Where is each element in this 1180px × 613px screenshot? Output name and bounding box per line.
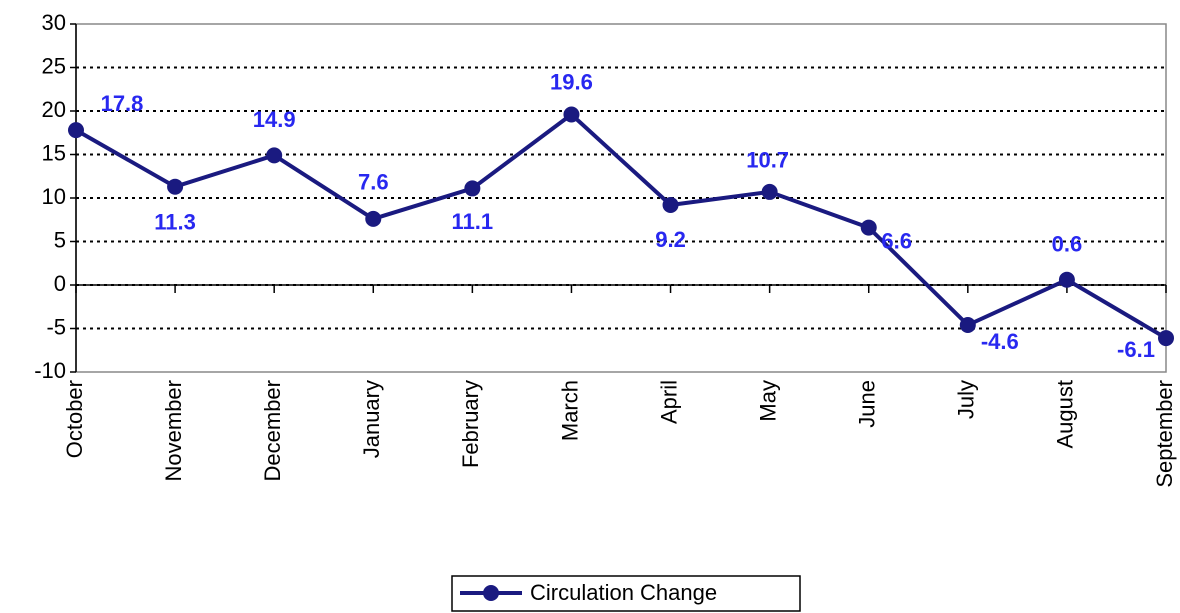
x-tick-label: February bbox=[458, 380, 483, 468]
data-label: 6.6 bbox=[881, 228, 912, 253]
x-tick-label: April bbox=[656, 380, 681, 424]
point bbox=[68, 122, 84, 139]
data-label: 7.6 bbox=[358, 170, 389, 195]
point bbox=[563, 106, 580, 123]
data-label: -6.1 bbox=[1117, 337, 1155, 362]
x-tick-label: November bbox=[161, 380, 186, 481]
point bbox=[959, 317, 976, 334]
y-tick-label: 15 bbox=[42, 140, 66, 165]
x-tick-label: January bbox=[359, 380, 384, 458]
data-label: 10.7 bbox=[746, 148, 789, 173]
point bbox=[761, 183, 778, 200]
data-label: 9.2 bbox=[655, 227, 686, 252]
x-tick-label: September bbox=[1152, 380, 1177, 488]
line bbox=[75, 111, 1168, 340]
y-tick-label: 10 bbox=[42, 184, 66, 209]
x-tick-label: October bbox=[62, 380, 87, 458]
data-label: 14.9 bbox=[253, 107, 296, 132]
legend: Circulation Change bbox=[451, 575, 801, 612]
point bbox=[1158, 330, 1174, 347]
x-tick-label: March bbox=[557, 380, 582, 441]
y-tick-label: 30 bbox=[42, 10, 66, 35]
legend-marker bbox=[483, 585, 499, 601]
point bbox=[662, 196, 679, 213]
y-tick-label: 5 bbox=[54, 227, 66, 252]
data-label: -4.6 bbox=[981, 329, 1019, 354]
x-tick-label: May bbox=[755, 380, 780, 422]
point bbox=[266, 147, 283, 164]
data-label: 0.6 bbox=[1052, 232, 1083, 257]
point bbox=[860, 219, 877, 236]
point bbox=[167, 178, 184, 195]
data-label: 19.6 bbox=[550, 69, 593, 94]
x-tick-label: June bbox=[855, 380, 880, 428]
point bbox=[365, 210, 382, 227]
y-tick-label: 0 bbox=[54, 271, 66, 296]
x-tick-label: December bbox=[260, 380, 285, 481]
x-tick-label: July bbox=[954, 380, 979, 419]
y-tick-label: -10 bbox=[34, 358, 66, 383]
y-tick-label: -5 bbox=[46, 314, 66, 339]
data-label: 17.8 bbox=[101, 91, 144, 116]
y-tick-label: 25 bbox=[42, 53, 66, 78]
point bbox=[1058, 271, 1075, 288]
x-tick-label: August bbox=[1053, 380, 1078, 449]
data-label: 11.3 bbox=[154, 210, 196, 235]
point bbox=[464, 180, 481, 197]
y-tick-label: 20 bbox=[42, 97, 66, 122]
data-label: 11.1 bbox=[452, 209, 494, 234]
plot-area bbox=[75, 23, 1167, 373]
legend-label: Circulation Change bbox=[530, 580, 717, 605]
